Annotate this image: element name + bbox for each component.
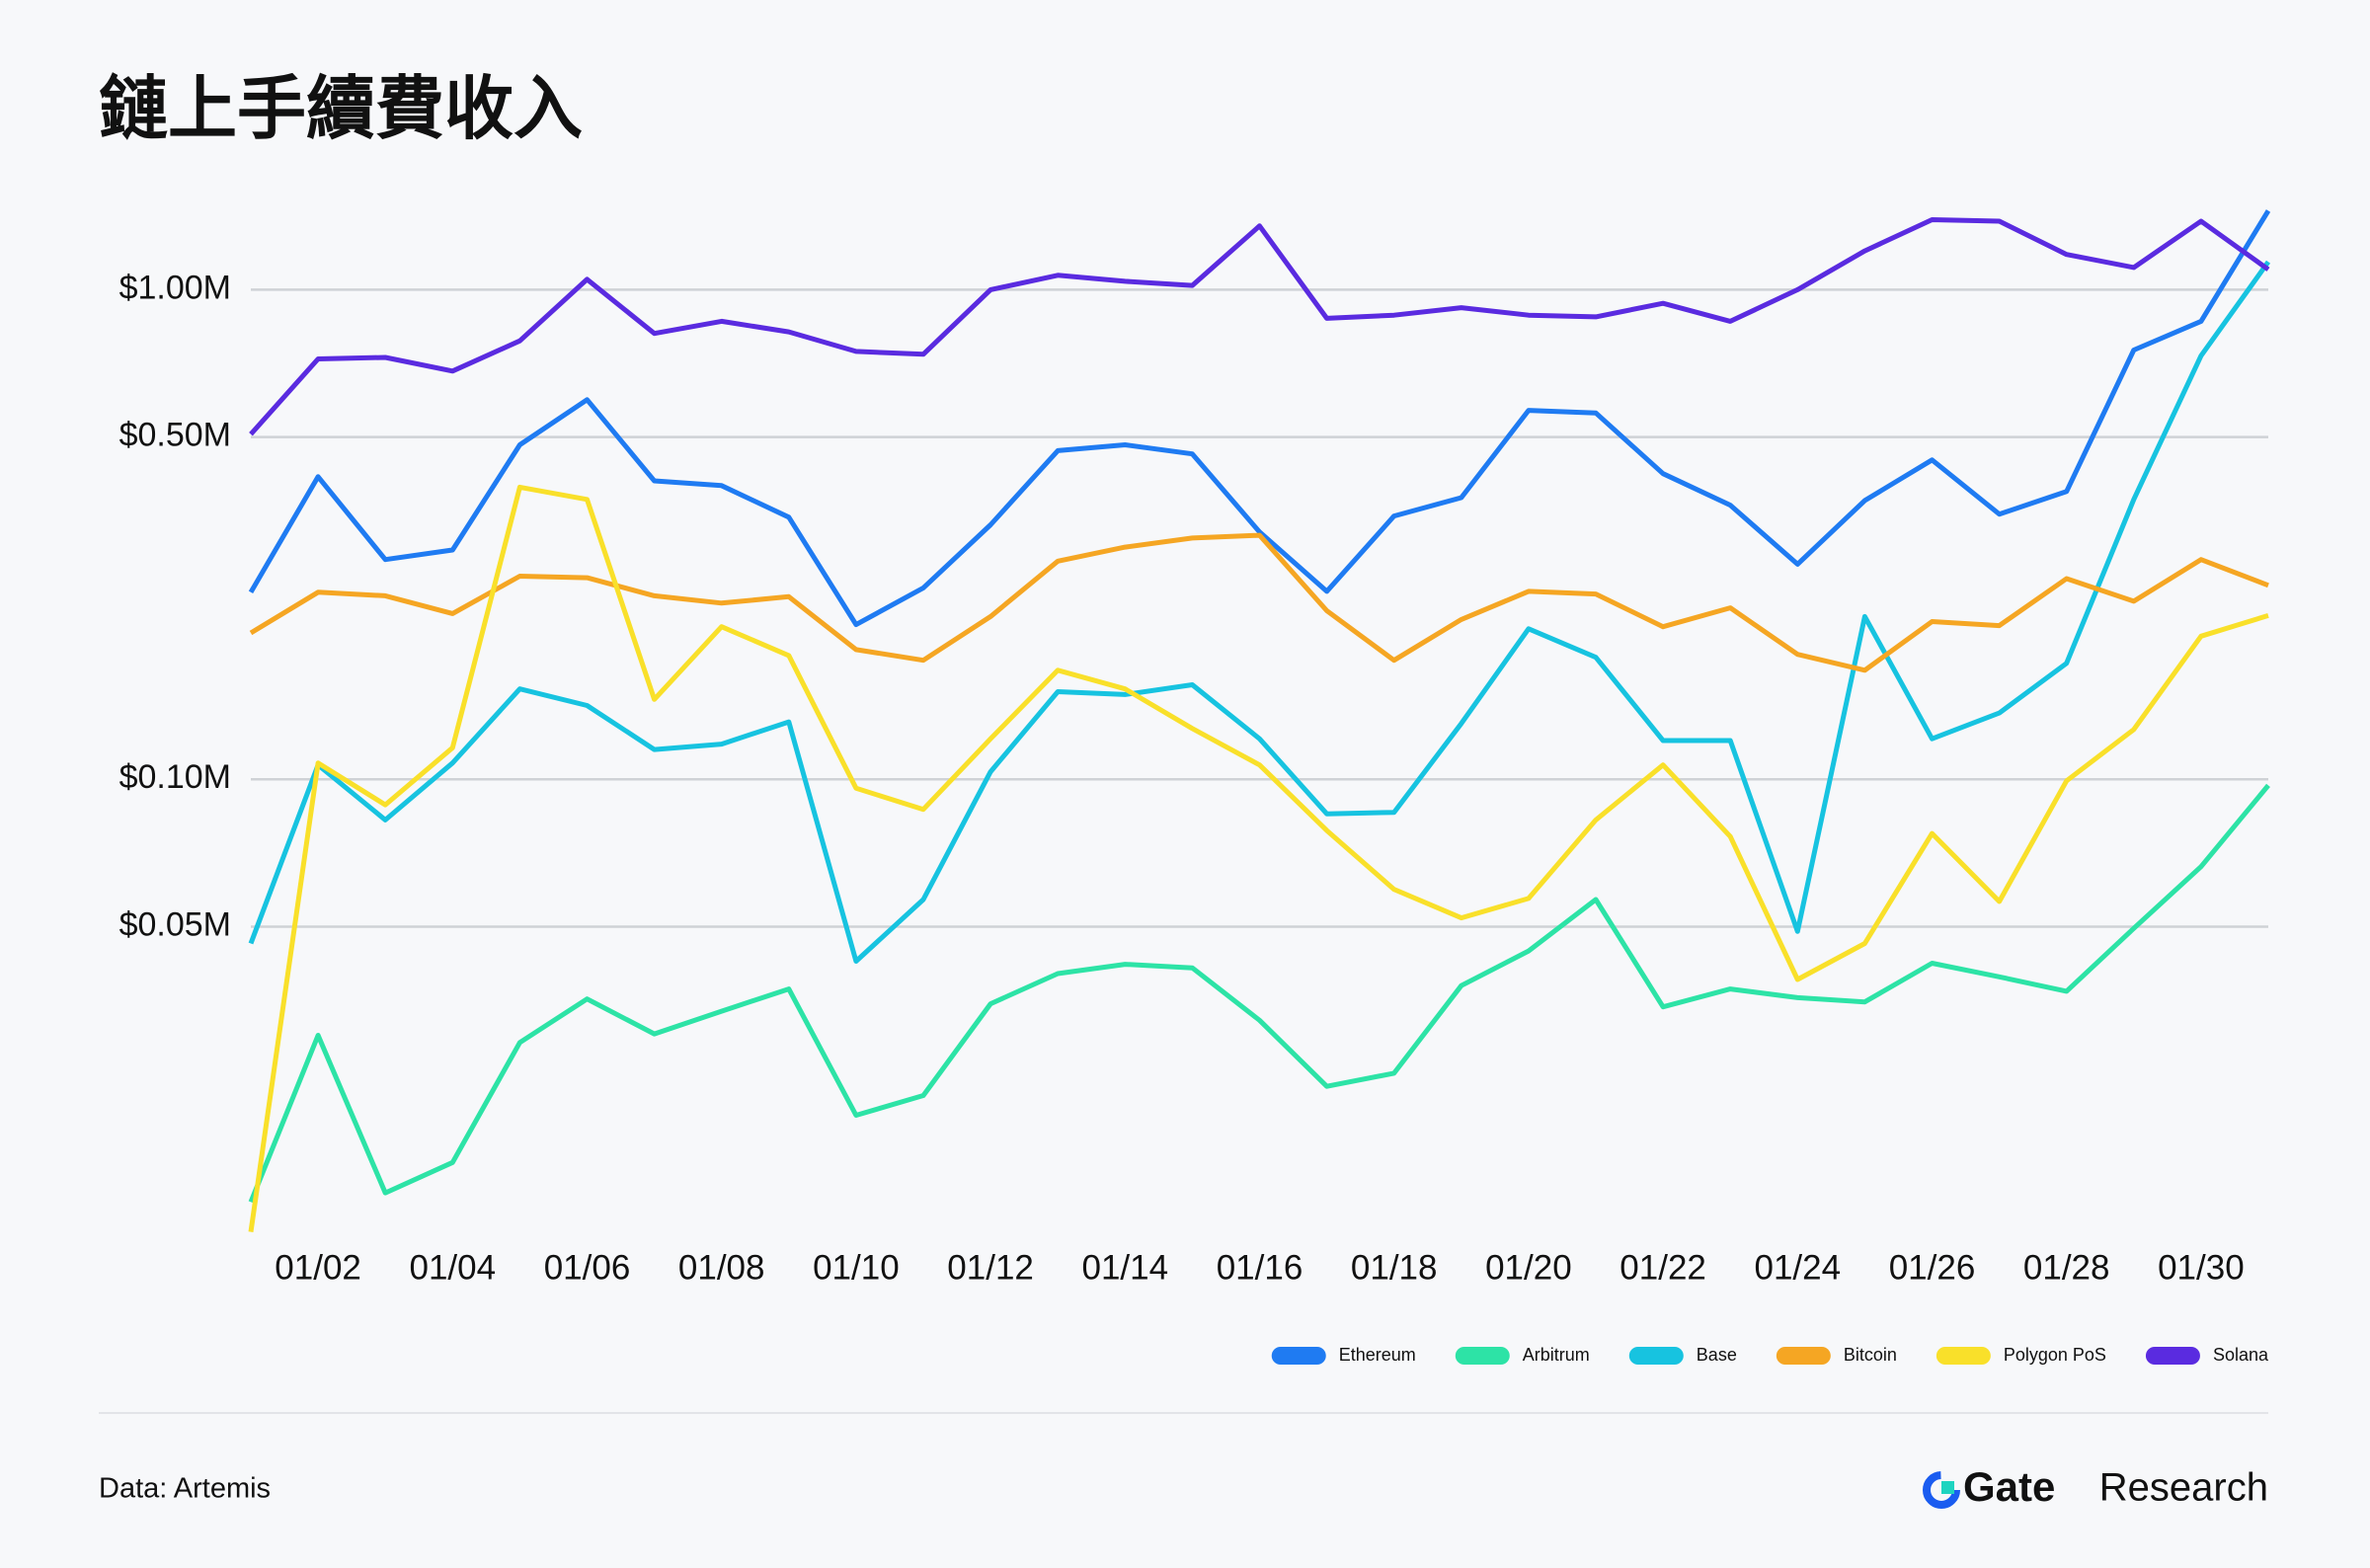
x-tick-label: 01/02 [275,1248,361,1287]
x-tick-label: 01/10 [813,1248,900,1287]
x-tick-label: 01/26 [1889,1248,1976,1287]
legend-label: Ethereum [1339,1345,1416,1365]
legend-label: Solana [2213,1345,2269,1365]
series-line [249,532,2269,673]
y-tick-label: $0.05M [119,905,231,943]
x-tick-label: 01/18 [1351,1248,1438,1287]
series-line [249,217,2270,436]
y-tick-label: $0.10M [119,758,231,796]
brand-name: Gate [1963,1463,2055,1510]
x-tick-label: 01/14 [1082,1248,1169,1287]
x-tick-label: 01/16 [1217,1248,1304,1287]
legend-swatch [2145,1347,2200,1365]
brand-logo [1923,1471,1960,1509]
x-tick-label: 01/12 [947,1248,1034,1287]
x-tick-label: 01/24 [1755,1248,1842,1287]
series-line [248,484,2269,1232]
brand-suffix: Research [2099,1466,2268,1510]
legend-swatch [1628,1347,1684,1365]
legend-swatch [1776,1347,1831,1365]
x-tick-label: 01/30 [2158,1248,2245,1287]
data-source: Data: Artemis [99,1473,271,1505]
series-line [248,260,2271,964]
x-tick-label: 01/04 [410,1248,497,1287]
x-tick-label: 01/06 [544,1248,631,1287]
x-tick-label: 01/08 [678,1248,765,1287]
legend-swatch [1936,1347,1991,1365]
x-tick-label: 01/20 [1485,1248,1572,1287]
legend-label: Arbitrum [1523,1345,1590,1365]
legend-label: Base [1697,1345,1737,1365]
legend-swatch [1271,1347,1326,1365]
legend-label: Polygon PoS [2004,1345,2106,1365]
chart-title: 鏈上手續費收入 [99,68,583,149]
y-tick-label: $0.50M [119,417,231,454]
series-line [248,209,2271,628]
legend-label: Bitcoin [1844,1345,1897,1365]
y-tick-label: $1.00M [119,269,231,306]
legend-swatch [1455,1347,1510,1365]
x-tick-label: 01/22 [1620,1248,1706,1287]
logo-square [1941,1481,1954,1494]
x-tick-label: 01/28 [2023,1248,2110,1287]
logo-icon [1923,1471,1960,1509]
series-line [248,783,2270,1204]
